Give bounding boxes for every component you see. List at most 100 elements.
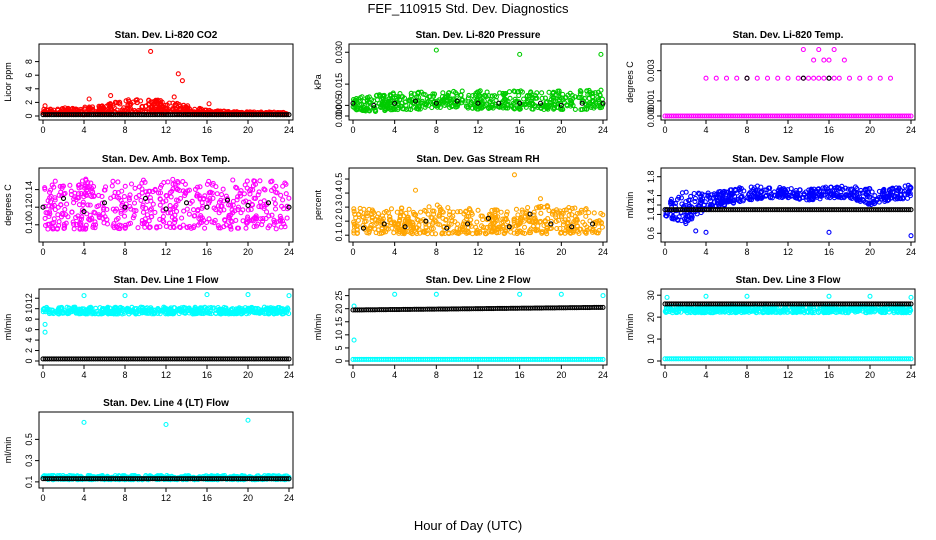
data-point	[433, 218, 439, 225]
data-point	[395, 107, 401, 113]
data-point	[56, 219, 62, 225]
x-tick-label: 20	[243, 247, 253, 257]
data-point	[846, 75, 853, 81]
data-point	[750, 187, 756, 193]
data-point	[590, 221, 596, 227]
x-tick-label: 0	[40, 370, 45, 380]
data-point	[131, 200, 138, 206]
data-point	[422, 207, 428, 213]
data-point	[598, 51, 604, 57]
x-tick-label: 24	[284, 370, 294, 380]
data-point	[372, 107, 378, 113]
data-point	[80, 199, 86, 205]
data-point	[61, 106, 67, 113]
data-point	[350, 100, 356, 106]
data-point	[386, 96, 392, 102]
data-point	[591, 210, 597, 216]
data-point	[247, 191, 253, 197]
data-point	[355, 217, 361, 223]
data-point	[156, 190, 162, 196]
data-point	[112, 208, 118, 214]
data-point	[189, 198, 195, 204]
data-point	[175, 71, 181, 77]
data-point	[253, 223, 260, 229]
data-point	[226, 214, 232, 220]
data-point	[448, 221, 454, 227]
data-point	[157, 224, 163, 230]
data-point	[908, 294, 914, 300]
data-point	[144, 310, 150, 316]
y-axis-label: ml/min	[313, 314, 323, 341]
data-point	[533, 218, 539, 224]
y-tick-label: 6	[24, 327, 34, 332]
x-tick-label: 8	[744, 247, 749, 257]
data-point	[791, 191, 797, 197]
data-point	[85, 202, 91, 208]
y-tick-label: 25	[334, 291, 344, 301]
data-point	[747, 308, 754, 314]
y-tick-label: 0.1	[334, 229, 344, 242]
data-point	[723, 75, 730, 81]
y-tick-label: 0	[646, 358, 656, 363]
data-point	[172, 305, 178, 311]
data-point	[600, 356, 606, 362]
data-point	[687, 305, 693, 311]
data-point	[235, 194, 241, 200]
y-tick-label: 5	[334, 345, 344, 350]
x-tick-label: 16	[824, 370, 834, 380]
data-point	[551, 97, 557, 104]
data-point	[504, 209, 510, 215]
data-point	[68, 191, 74, 198]
data-point	[152, 187, 158, 193]
data-point	[207, 196, 213, 202]
data-point	[279, 218, 286, 224]
plot-frame	[38, 288, 294, 366]
data-point	[89, 215, 95, 221]
data-point	[66, 305, 72, 311]
data-point	[811, 75, 817, 81]
data-point	[182, 192, 188, 199]
data-point	[104, 206, 110, 213]
data-point	[238, 210, 244, 216]
data-point	[893, 306, 899, 312]
data-point	[670, 215, 676, 221]
data-point	[76, 306, 82, 312]
data-point	[101, 220, 107, 226]
data-point	[64, 201, 70, 207]
data-point	[213, 206, 219, 213]
plot-frame	[348, 288, 608, 366]
data-point	[172, 219, 178, 226]
data-point	[906, 356, 912, 362]
x-tick-label: 0	[40, 125, 45, 135]
data-point	[805, 75, 812, 81]
data-point	[109, 183, 115, 189]
data-point	[436, 213, 442, 219]
data-points	[40, 176, 292, 232]
data-point	[262, 187, 268, 193]
data-point	[101, 105, 107, 111]
data-point	[703, 75, 709, 81]
data-point	[479, 105, 485, 111]
x-tick-label: 16	[515, 125, 525, 135]
x-tick-label: 4	[703, 247, 708, 257]
data-point	[265, 200, 272, 206]
data-point	[408, 90, 414, 96]
data-point	[678, 306, 684, 312]
x-tick-label: 8	[434, 247, 439, 257]
data-point	[91, 193, 97, 199]
data-point	[867, 75, 873, 81]
data-point	[110, 178, 116, 184]
data-point	[248, 206, 254, 212]
data-point	[108, 93, 114, 99]
data-point	[89, 104, 96, 110]
data-point	[51, 216, 57, 222]
data-point	[453, 229, 459, 235]
data-point	[280, 197, 286, 203]
data-point	[198, 106, 204, 112]
data-point	[821, 75, 827, 81]
data-point	[586, 210, 592, 216]
data-point	[218, 203, 224, 209]
data-point	[841, 194, 847, 200]
data-point	[80, 226, 86, 232]
data-point	[252, 181, 259, 187]
